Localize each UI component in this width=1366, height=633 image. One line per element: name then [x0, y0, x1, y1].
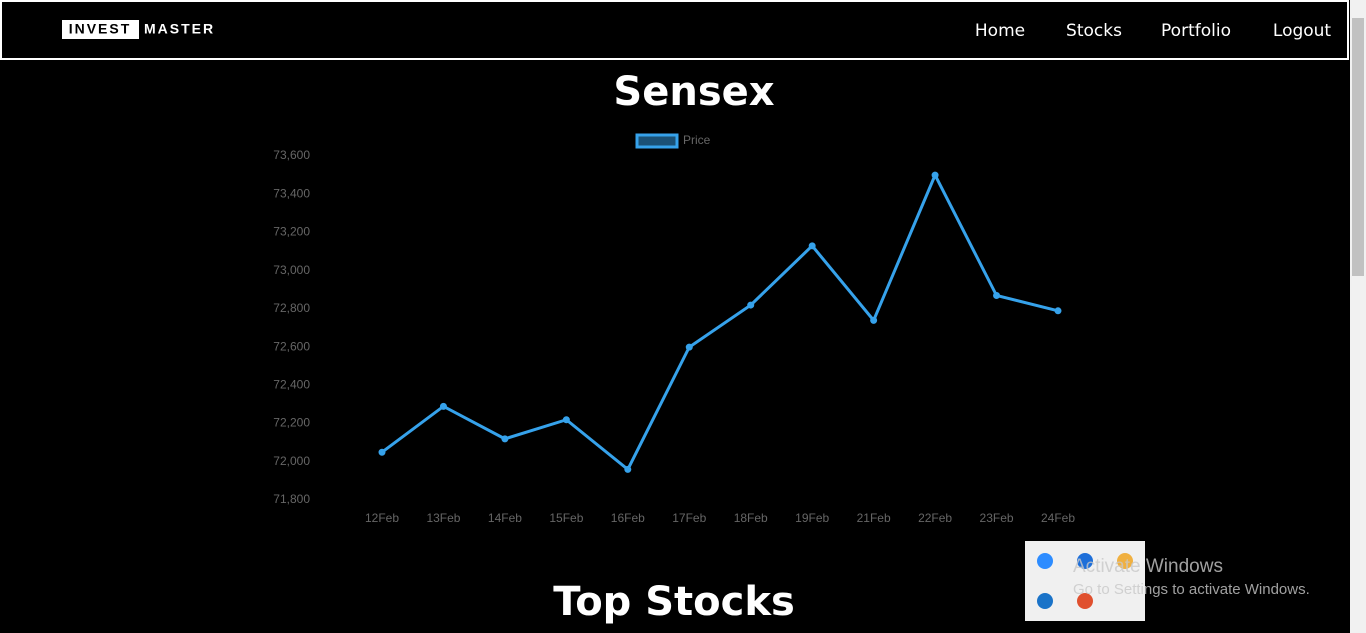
watermark-subtitle: Go to Settings to activate Windows.	[1073, 581, 1310, 598]
data-point	[993, 292, 1001, 300]
scrollbar-thumb[interactable]	[1352, 18, 1364, 276]
data-point	[870, 316, 878, 324]
x-tick-label: 18Feb	[734, 511, 768, 525]
price-line	[381, 171, 1059, 472]
y-tick-label: 73,600	[273, 148, 310, 162]
x-tick-label: 14Feb	[488, 511, 522, 525]
y-tick-label: 72,800	[273, 301, 310, 315]
tray-popup	[1025, 541, 1145, 621]
y-tick-label: 71,800	[273, 492, 310, 506]
x-tick-label: 23Feb	[980, 511, 1014, 525]
section-title: Top Stocks	[553, 579, 795, 625]
data-point	[931, 171, 939, 179]
legend-label: Price	[683, 133, 711, 147]
y-tick-label: 72,600	[273, 339, 310, 353]
tray-icon[interactable]	[1077, 593, 1093, 609]
tray-icon[interactable]	[1117, 553, 1133, 569]
nav-link[interactable]: Home	[975, 21, 1025, 41]
data-point	[439, 402, 447, 410]
data-point	[378, 448, 386, 456]
x-tick-label: 24Feb	[1041, 511, 1075, 525]
y-tick-label: 72,200	[273, 416, 310, 430]
legend-swatch	[635, 133, 679, 149]
x-tick-label: 21Feb	[857, 511, 891, 525]
tray-icon[interactable]	[1037, 553, 1053, 569]
data-point	[624, 465, 632, 473]
nav-link[interactable]: Portfolio	[1161, 21, 1231, 41]
y-tick-label: 73,200	[273, 225, 310, 239]
logo-box	[62, 20, 139, 39]
x-tick-label: 19Feb	[795, 511, 829, 525]
chart: 71,800 72,000 72,200 72,400 72,600 72,800 73,0…	[273, 133, 1075, 525]
x-tick-label: 17Feb	[672, 511, 706, 525]
x-tick-label: 16Feb	[611, 511, 645, 525]
x-tick-label: 15Feb	[549, 511, 583, 525]
chart-title: Sensex	[613, 69, 774, 115]
tray-icon[interactable]	[1037, 593, 1053, 609]
data-point	[808, 242, 816, 250]
navbar	[0, 0, 1349, 60]
data-point	[1054, 307, 1062, 315]
y-tick-label: 72,400	[273, 378, 310, 392]
tray-icon[interactable]	[1077, 553, 1093, 569]
data-point	[501, 435, 509, 443]
nav-link[interactable]: Stocks	[1066, 21, 1122, 41]
watermark-title: Activate Windows	[1073, 556, 1223, 577]
x-tick-label: 13Feb	[426, 511, 460, 525]
y-tick-label: 73,000	[273, 263, 310, 277]
y-tick-label: 73,400	[273, 186, 310, 200]
data-point	[562, 416, 570, 424]
x-tick-label: 22Feb	[918, 511, 952, 525]
y-tick-label: 72,000	[273, 454, 310, 468]
logo-invest[interactable]: INVEST	[69, 21, 132, 37]
logo-master[interactable]: MASTER	[144, 21, 215, 37]
data-point	[747, 301, 755, 309]
x-tick-label: 12Feb	[365, 511, 399, 525]
data-point	[685, 343, 693, 351]
nav-link[interactable]: Logout	[1273, 21, 1332, 41]
